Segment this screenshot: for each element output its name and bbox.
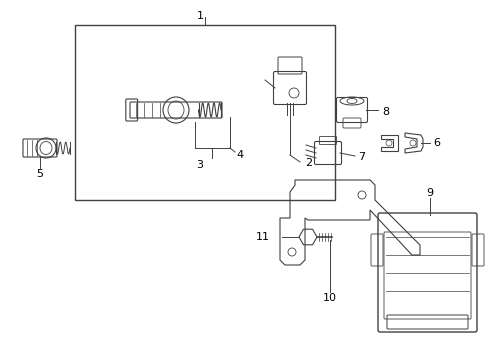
Text: 4: 4 [236, 150, 243, 160]
Text: 6: 6 [432, 138, 439, 148]
Bar [75, 25, 334, 200]
Text: 2: 2 [305, 158, 311, 168]
Text: 10: 10 [323, 293, 336, 303]
Text: 8: 8 [381, 107, 388, 117]
Text: 1: 1 [196, 11, 203, 21]
Text: 7: 7 [357, 152, 365, 162]
Text: 9: 9 [426, 188, 433, 198]
Text: 5: 5 [37, 169, 43, 179]
Text: 11: 11 [256, 232, 269, 242]
Text: 3: 3 [196, 160, 203, 170]
